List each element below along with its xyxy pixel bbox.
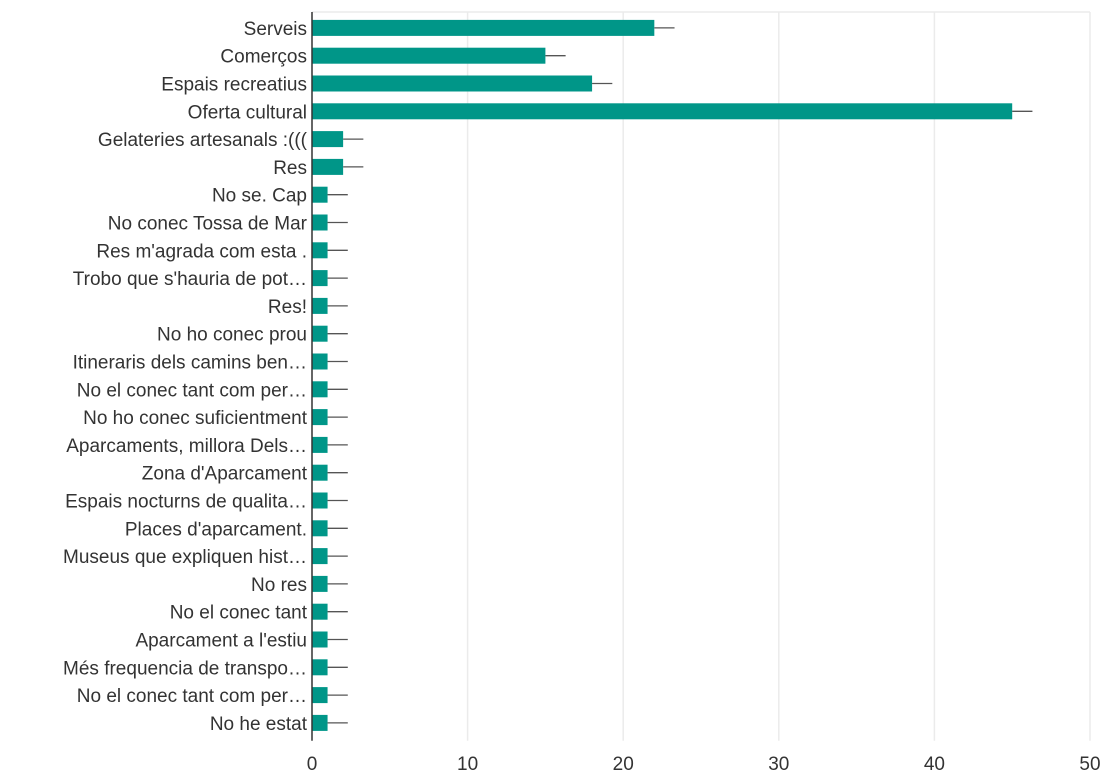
- bar: [312, 158, 344, 175]
- category-label: Museus que expliquen hist…: [63, 547, 307, 568]
- category-label: No conec Tossa de Mar: [108, 214, 308, 235]
- x-tick-label: 10: [457, 754, 478, 774]
- bar: [312, 270, 328, 287]
- bar: [312, 464, 328, 481]
- bar: [312, 575, 328, 592]
- category-label: No el conec tant com per…: [77, 686, 307, 707]
- bar: [312, 186, 328, 203]
- category-label: Gelateries artesanals :(((: [98, 130, 308, 151]
- bar: [312, 631, 328, 648]
- category-label: No he estat: [210, 714, 308, 735]
- grid-lines: [312, 11, 1091, 741]
- category-label: Res: [273, 158, 307, 179]
- category-label: No res: [251, 575, 307, 596]
- bar: [312, 19, 655, 36]
- bar: [312, 47, 546, 64]
- category-label: No ho conec prou: [157, 325, 307, 346]
- x-tick-label: 30: [768, 754, 789, 774]
- category-label: Espais recreatius: [161, 75, 307, 96]
- x-tick-label: 0: [307, 754, 318, 774]
- error-bars: [327, 27, 1033, 724]
- bar: [312, 714, 328, 731]
- category-label: Comerços: [220, 47, 307, 68]
- category-label: Res!: [268, 297, 307, 318]
- bar: [312, 603, 328, 620]
- category-label: Espais nocturns de qualita…: [65, 492, 307, 513]
- x-tick-label: 40: [924, 754, 945, 774]
- x-tick-label: 50: [1079, 754, 1100, 774]
- bar: [312, 659, 328, 676]
- x-tick-labels: 0 10 20 30 40 50: [307, 754, 1101, 774]
- category-label: Més frequencia de transpo…: [63, 658, 307, 679]
- bar: [312, 131, 344, 148]
- bar: [312, 687, 328, 704]
- category-label: Itineraris dels camins ben…: [73, 353, 307, 374]
- bar: [312, 103, 1013, 120]
- bar: [312, 409, 328, 426]
- bar: [312, 325, 328, 342]
- category-label: Trobo que s'hauria de pot…: [73, 269, 307, 290]
- bar: [312, 436, 328, 453]
- x-tick-label: 20: [613, 754, 634, 774]
- bar: [312, 520, 328, 537]
- bar: [312, 548, 328, 565]
- category-label: Oferta cultural: [188, 102, 307, 123]
- bar: [312, 492, 328, 509]
- category-label: No el conec tant: [170, 603, 308, 624]
- category-label: Places d'aparcament.: [125, 519, 307, 540]
- category-label: Aparcament a l'estiu: [135, 631, 307, 652]
- bars: [312, 19, 1013, 731]
- bar: [312, 381, 328, 398]
- category-label: Aparcaments, millora Dels…: [66, 436, 307, 457]
- category-label: Zona d'Aparcament: [142, 464, 308, 485]
- bar: [312, 242, 328, 259]
- category-label: No se. Cap: [212, 186, 307, 207]
- bar: [312, 297, 328, 314]
- bar: [312, 75, 593, 92]
- category-labels: Serveis Comerços Espais recreatius Oferta c…: [63, 19, 308, 735]
- bar: [312, 214, 328, 231]
- category-label: No ho conec suficientment: [83, 408, 308, 429]
- bar: [312, 353, 328, 370]
- category-label: Serveis: [244, 19, 307, 40]
- category-label: No el conec tant com per…: [77, 380, 307, 401]
- category-label: Res m'agrada com esta .: [96, 241, 307, 262]
